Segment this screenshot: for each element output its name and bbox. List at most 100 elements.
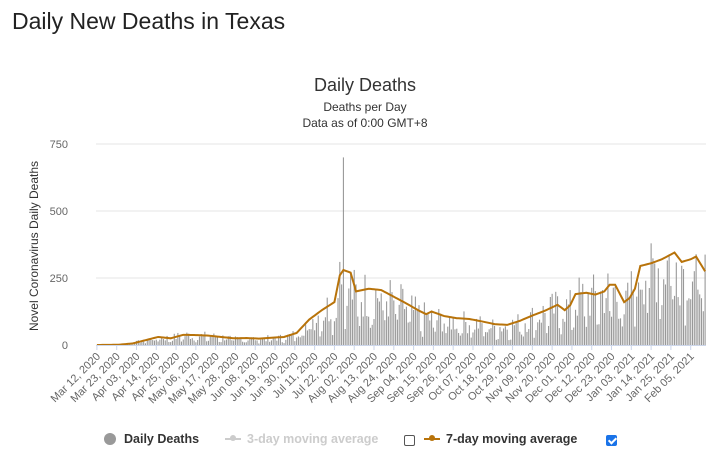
daily-bar bbox=[288, 334, 290, 345]
daily-bar bbox=[396, 319, 398, 345]
daily-bar bbox=[580, 292, 582, 345]
daily-bar bbox=[495, 339, 497, 345]
legend-line-icon bbox=[225, 435, 241, 441]
daily-bar bbox=[143, 341, 145, 345]
daily-bar bbox=[377, 298, 379, 345]
daily-bar bbox=[485, 332, 487, 345]
daily-bar bbox=[603, 313, 605, 345]
daily-bar bbox=[576, 315, 578, 345]
daily-bar bbox=[601, 290, 604, 345]
daily-bar bbox=[486, 332, 488, 345]
daily-bar bbox=[567, 304, 569, 345]
daily-bar bbox=[540, 322, 542, 345]
daily-bar bbox=[596, 324, 598, 345]
daily-bar bbox=[630, 271, 632, 345]
daily-bar bbox=[153, 340, 156, 345]
daily-bar bbox=[243, 342, 245, 345]
daily-bar bbox=[312, 319, 314, 345]
daily-bar bbox=[242, 341, 244, 345]
daily-bar bbox=[159, 339, 161, 345]
daily-bar bbox=[270, 340, 272, 345]
daily-bar bbox=[447, 326, 449, 345]
daily-bar bbox=[663, 279, 665, 345]
daily-bar bbox=[558, 328, 560, 345]
daily-bar bbox=[368, 316, 370, 345]
daily-bar bbox=[348, 288, 350, 345]
daily-bar bbox=[467, 333, 469, 345]
daily-bar bbox=[494, 325, 496, 345]
daily-bar bbox=[144, 343, 147, 345]
daily-bar bbox=[555, 291, 557, 345]
legend-daily-label: Daily Deaths bbox=[124, 432, 200, 446]
daily-bar bbox=[395, 314, 397, 345]
daily-bar bbox=[627, 282, 629, 345]
daily-bar bbox=[456, 328, 458, 345]
daily-bar bbox=[413, 309, 415, 345]
chart-subtitle: Deaths per Day bbox=[323, 100, 406, 114]
daily-bar bbox=[637, 282, 640, 345]
daily-bar bbox=[458, 332, 460, 345]
daily-bar bbox=[628, 298, 631, 345]
daily-bar bbox=[672, 299, 674, 345]
daily-bar bbox=[324, 317, 326, 345]
daily-bar bbox=[436, 320, 438, 345]
daily-bar bbox=[362, 316, 364, 345]
daily-bar bbox=[297, 336, 299, 345]
daily-bar bbox=[215, 337, 217, 345]
daily-bar bbox=[231, 340, 233, 345]
ma7-series bbox=[96, 251, 706, 346]
daily-bar bbox=[546, 333, 548, 345]
ma7-checkbox[interactable] bbox=[606, 435, 617, 446]
daily-bar bbox=[319, 336, 321, 345]
daily-bar bbox=[161, 337, 163, 345]
daily-bar bbox=[621, 326, 623, 345]
daily-bar bbox=[492, 319, 494, 345]
daily-bar bbox=[179, 336, 181, 345]
daily-bar bbox=[531, 307, 533, 345]
daily-bar bbox=[382, 310, 384, 345]
daily-bar bbox=[551, 293, 553, 345]
daily-bar bbox=[645, 280, 647, 345]
daily-bar bbox=[162, 339, 165, 345]
daily-bar bbox=[283, 343, 285, 345]
daily-bar bbox=[261, 338, 263, 345]
daily-bar bbox=[569, 290, 571, 345]
chart-title: Daily Deaths bbox=[314, 75, 416, 95]
daily-bar bbox=[632, 289, 634, 345]
daily-bar bbox=[432, 327, 434, 345]
daily-bar bbox=[272, 337, 274, 345]
daily-bar bbox=[697, 289, 699, 345]
daily-bar bbox=[607, 273, 609, 345]
daily-bar bbox=[474, 329, 476, 345]
y-tick-labels: 0 250 500 750 bbox=[50, 139, 68, 352]
daily-bar bbox=[664, 284, 667, 345]
daily-bar bbox=[688, 298, 690, 345]
daily-bar bbox=[314, 330, 316, 345]
daily-bar bbox=[427, 312, 429, 345]
daily-bar bbox=[393, 300, 395, 345]
legend-daily-deaths[interactable]: Daily Deaths bbox=[104, 432, 199, 446]
daily-bar bbox=[281, 342, 283, 345]
daily-bar bbox=[146, 340, 148, 345]
daily-bar bbox=[404, 309, 406, 345]
daily-bar bbox=[564, 321, 566, 345]
daily-bar bbox=[695, 254, 697, 345]
daily-bar bbox=[657, 268, 659, 345]
ma3-checkbox[interactable] bbox=[404, 435, 415, 446]
daily-bar bbox=[528, 329, 530, 345]
daily-bar bbox=[315, 322, 317, 345]
daily-bar bbox=[510, 339, 512, 345]
daily-bar bbox=[690, 299, 692, 345]
legend-7day-ma[interactable]: 7-day moving average bbox=[424, 432, 577, 446]
legend-3day-ma[interactable]: 3-day moving average bbox=[225, 432, 378, 446]
daily-bar bbox=[522, 336, 524, 345]
daily-bar bbox=[301, 335, 303, 345]
daily-bar bbox=[429, 320, 431, 345]
daily-bar bbox=[384, 320, 386, 345]
daily-bar bbox=[652, 258, 654, 345]
daily-bar bbox=[414, 296, 416, 345]
daily-bar bbox=[679, 305, 681, 345]
daily-bar bbox=[506, 329, 508, 345]
daily-bar bbox=[589, 315, 591, 345]
